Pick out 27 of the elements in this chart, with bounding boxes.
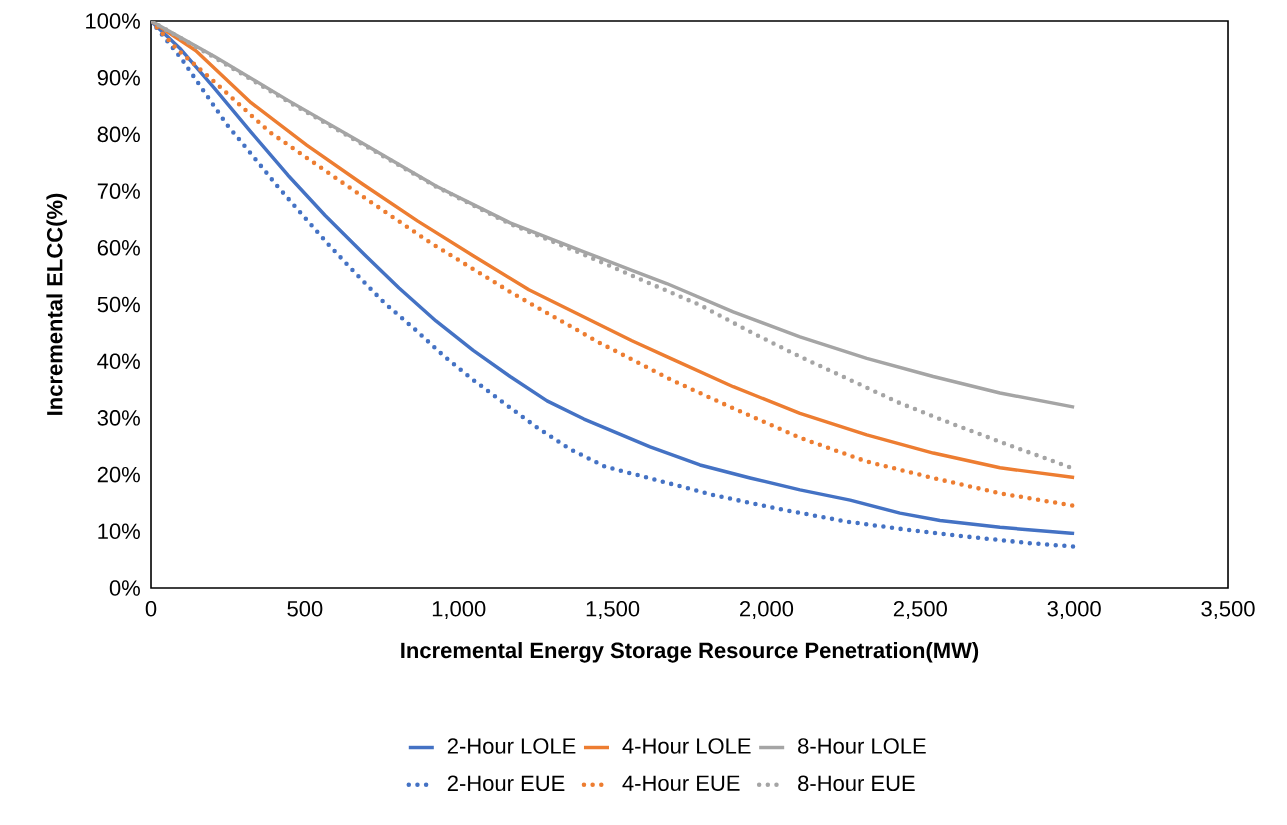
y-tick-label: 0%	[109, 580, 140, 596]
x-tick-label: 3,000	[1047, 600, 1101, 620]
x-tick-label: 500	[287, 600, 323, 617]
legend-label: 8-Hour EUE	[798, 775, 915, 792]
y-axis-title: Incremental ELCC(%)	[46, 193, 67, 415]
x-tick-label: 1,500	[586, 600, 640, 620]
y-tick-label: 50%	[97, 296, 140, 313]
y-tick-label: 70%	[97, 183, 140, 199]
y-tick-label: 60%	[97, 240, 140, 256]
x-tick-label: 3,500	[1201, 600, 1255, 620]
legend-label: 4-Hour EUE	[622, 775, 740, 791]
y-tick-label: 20%	[97, 466, 140, 483]
y-tick-label: 40%	[97, 353, 140, 369]
legend-label: 8-Hour LOLE	[798, 738, 926, 754]
x-tick-label: 1,000	[432, 600, 486, 620]
x-tick-label: 2,000	[740, 600, 794, 620]
y-tick-label: 80%	[97, 126, 140, 143]
y-tick-label: 90%	[97, 69, 140, 86]
x-tick-label: 2,500	[893, 600, 947, 620]
x-tick-label: 0	[145, 600, 157, 617]
y-tick-label: 100%	[86, 13, 140, 29]
x-axis-title: Incremental Energy Storage Resource Penetration(MW)	[401, 642, 979, 663]
legend-label: 2-Hour EUE	[447, 775, 565, 792]
legend-label: 4-Hour LOLE	[622, 738, 751, 754]
y-tick-label: 10%	[98, 523, 140, 540]
legend-label: 2-Hour LOLE	[447, 738, 576, 754]
y-tick-label: 30%	[97, 410, 140, 426]
